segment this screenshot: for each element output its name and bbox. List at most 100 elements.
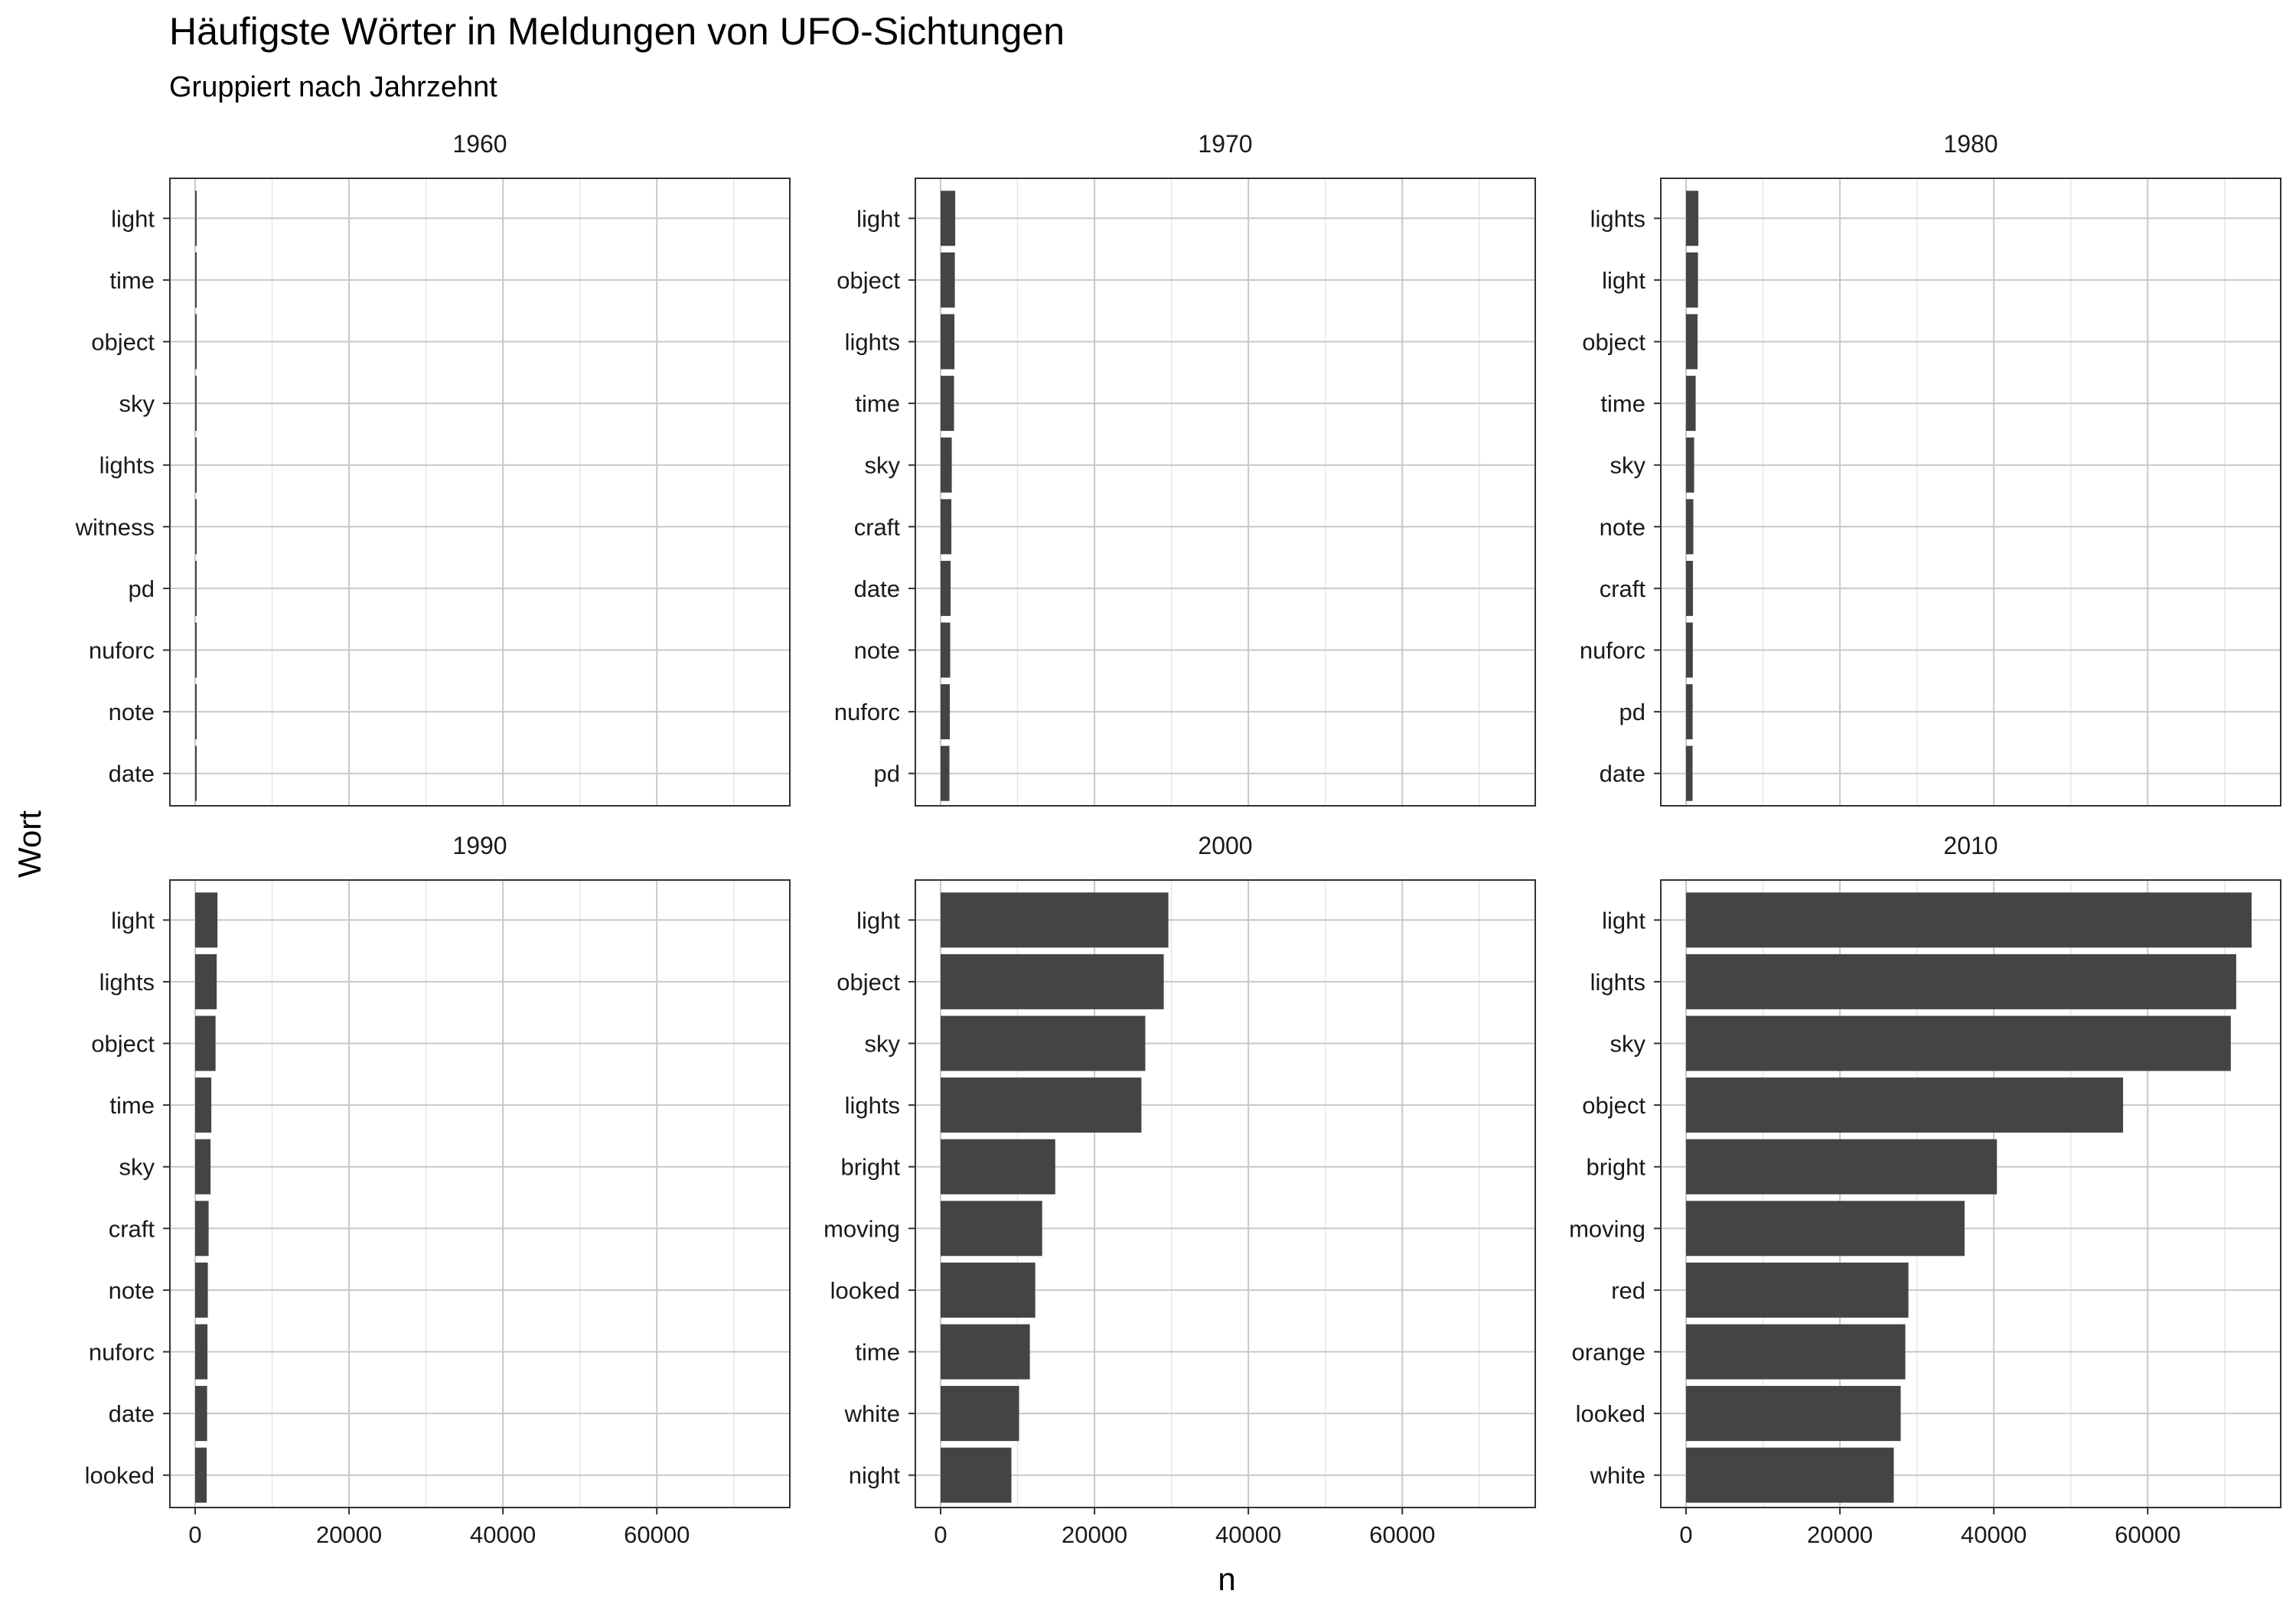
y-tick-label: white bbox=[844, 1400, 900, 1427]
y-tick-label: light bbox=[856, 205, 900, 232]
y-tick-label: sky bbox=[119, 1154, 155, 1181]
y-tick-label: orange bbox=[1571, 1339, 1645, 1366]
facet-strip-label: 2010 bbox=[1943, 832, 1998, 859]
chart-subtitle: Gruppiert nach Jahrzehnt bbox=[169, 71, 497, 103]
panel-border bbox=[1660, 879, 2281, 1508]
bar-2010-looked bbox=[1686, 1386, 1901, 1442]
y-tick-label: light bbox=[111, 907, 155, 934]
y-tick-label: sky bbox=[1610, 452, 1646, 479]
bar-1960-sky bbox=[195, 376, 197, 432]
y-tick-label: pd bbox=[1619, 699, 1645, 725]
x-tick-label: 0 bbox=[1679, 1521, 1692, 1548]
bar-1980-light bbox=[1686, 252, 1698, 308]
y-tick-label: white bbox=[1590, 1462, 1645, 1489]
y-tick-label: object bbox=[1582, 1092, 1645, 1119]
bar-1990-note bbox=[195, 1262, 208, 1318]
bar-1990-time bbox=[195, 1077, 212, 1133]
facet-strip-label: 1970 bbox=[1198, 130, 1252, 158]
x-tick-label: 60000 bbox=[2115, 1521, 2180, 1548]
facet-panel-2000: 2000 light object sky lights bright moving look… bbox=[823, 832, 1536, 1548]
y-tick-label: moving bbox=[1569, 1215, 1645, 1242]
y-tick-label: lights bbox=[1590, 205, 1645, 232]
bar-2000-object bbox=[941, 953, 1164, 1009]
y-tick-label: craft bbox=[854, 513, 901, 540]
bar-1970-note bbox=[941, 622, 951, 678]
y-tick-label: sky bbox=[865, 452, 901, 479]
bar-1990-object bbox=[195, 1015, 216, 1071]
bar-2010-bright bbox=[1686, 1139, 1998, 1195]
bar-2010-orange bbox=[1686, 1324, 1906, 1380]
bar-1980-sky bbox=[1686, 437, 1694, 493]
y-tick-label: red bbox=[1611, 1277, 1645, 1304]
y-tick-label: time bbox=[855, 390, 900, 417]
y-tick-label: looked bbox=[830, 1277, 900, 1304]
bar-1990-date bbox=[195, 1386, 207, 1442]
x-tick-label: 60000 bbox=[624, 1521, 690, 1548]
x-tick-label: 20000 bbox=[316, 1521, 382, 1548]
bar-2010-light bbox=[1686, 892, 2252, 948]
x-axis-title: n bbox=[1218, 1561, 1235, 1597]
bar-2000-lights bbox=[941, 1077, 1142, 1133]
bar-1980-date bbox=[1686, 745, 1693, 801]
bar-2000-sky bbox=[941, 1015, 1146, 1071]
y-tick-label: nuforc bbox=[1580, 637, 1645, 664]
y-tick-label: lights bbox=[1590, 969, 1645, 996]
bar-2010-moving bbox=[1686, 1201, 1965, 1257]
x-tick-label: 0 bbox=[188, 1521, 201, 1548]
bar-1980-craft bbox=[1686, 560, 1694, 616]
bar-1960-pd bbox=[195, 560, 197, 616]
facet-panel-2010: 2010 light lights sky object bright moving red o… bbox=[1569, 832, 2281, 1548]
bar-1990-light bbox=[195, 892, 218, 948]
y-tick-label: object bbox=[91, 1031, 155, 1058]
y-tick-label: date bbox=[1600, 761, 1645, 787]
y-tick-label: moving bbox=[823, 1215, 900, 1242]
y-tick-label: object bbox=[837, 267, 900, 294]
y-tick-label: looked bbox=[85, 1462, 155, 1489]
panel-border bbox=[1660, 178, 2281, 807]
bar-1970-pd bbox=[941, 745, 950, 801]
y-tick-label: note bbox=[109, 1277, 155, 1304]
bar-1970-craft bbox=[941, 499, 952, 555]
y-tick-label: nuforc bbox=[834, 699, 900, 725]
bar-1960-nuforc bbox=[195, 622, 197, 678]
bar-1970-light bbox=[941, 191, 956, 246]
bar-2000-moving bbox=[941, 1201, 1042, 1257]
bar-2000-light bbox=[941, 892, 1169, 948]
y-tick-label: pd bbox=[874, 761, 900, 787]
facet-strip-label: 1960 bbox=[452, 130, 507, 158]
bar-2010-sky bbox=[1686, 1015, 2231, 1071]
bar-1960-time bbox=[195, 252, 197, 308]
x-tick-label: 60000 bbox=[1369, 1521, 1435, 1548]
y-tick-label: witness bbox=[75, 513, 155, 540]
y-tick-label: nuforc bbox=[89, 637, 155, 664]
bar-1970-time bbox=[941, 376, 954, 432]
bar-1960-lights bbox=[195, 437, 197, 493]
bar-2010-white bbox=[1686, 1447, 1894, 1503]
y-tick-label: light bbox=[1602, 907, 1645, 934]
y-tick-label: object bbox=[837, 969, 900, 996]
panel-border bbox=[169, 178, 791, 807]
bar-1990-lights bbox=[195, 953, 217, 1009]
y-tick-label: date bbox=[109, 1400, 155, 1427]
bar-2010-lights bbox=[1686, 953, 2236, 1009]
y-tick-label: date bbox=[109, 761, 155, 787]
y-tick-label: nuforc bbox=[89, 1339, 155, 1366]
bar-1970-sky bbox=[941, 437, 952, 493]
y-tick-label: lights bbox=[99, 452, 155, 479]
bar-2000-white bbox=[941, 1386, 1019, 1442]
facet-panel-1970: 1970 light object lights time sky craft date not… bbox=[834, 130, 1536, 807]
x-tick-label: 40000 bbox=[1215, 1521, 1281, 1548]
bar-1980-note bbox=[1686, 499, 1694, 555]
y-tick-label: lights bbox=[845, 329, 900, 356]
bar-2000-looked bbox=[941, 1262, 1035, 1318]
facet-panel-1980: 1980 lights light object time sky note craft nuf… bbox=[1580, 130, 2281, 807]
y-tick-label: light bbox=[1602, 267, 1645, 294]
y-tick-label: night bbox=[849, 1462, 901, 1489]
y-tick-label: object bbox=[1582, 329, 1645, 356]
y-tick-label: light bbox=[856, 907, 900, 934]
bar-1970-date bbox=[941, 560, 951, 616]
bar-1990-nuforc bbox=[195, 1324, 208, 1380]
y-tick-label: lights bbox=[845, 1092, 900, 1119]
bar-1960-date bbox=[195, 745, 197, 801]
panel-border bbox=[915, 178, 1536, 807]
